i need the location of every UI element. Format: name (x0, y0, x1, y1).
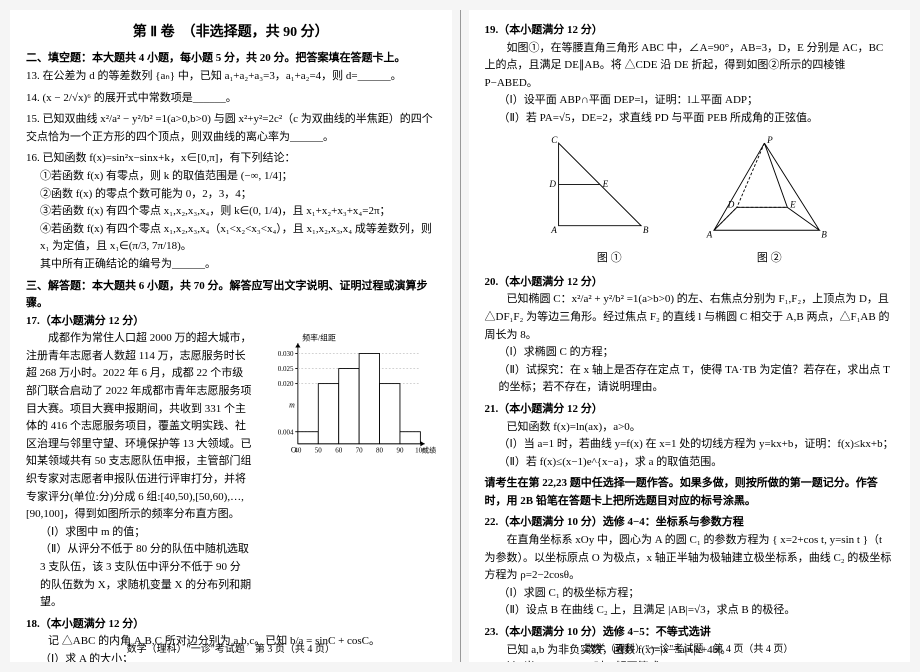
geometry-figures: A B C D E 图 ① A B D E P 图 ② (485, 134, 895, 268)
choice-note: 请考生在第 22,23 题中任选择一题作答。如果多做，则按所做的第一题记分。作答… (485, 475, 895, 510)
histogram-svg: 频率/组距0.0040.0200.0250.030405060708090100… (256, 330, 436, 470)
q22-p1: （Ⅰ）求圆 C₁ 的极坐标方程； (485, 585, 895, 603)
q15: 15. 已知双曲线 x²/a² − y²/b² =1(a>0,b>0) 与圆 x… (26, 111, 436, 146)
svg-text:60: 60 (335, 447, 343, 455)
figure-2-svg: A B D E P (699, 134, 839, 244)
svg-text:m: m (289, 401, 295, 410)
histogram-chart: 频率/组距0.0040.0200.0250.030405060708090100… (256, 330, 436, 470)
svg-text:80: 80 (376, 447, 384, 455)
q20-head: 20.（本小题满分 12 分） (485, 274, 895, 292)
q19-p2: （Ⅱ）若 PA=√5，DE=2，求直线 PD 与平面 PEB 所成角的正弦值。 (485, 110, 895, 128)
q14: 14. (x − 2/√x)⁶ 的展开式中常数项是______。 (26, 90, 436, 108)
q17-p2: （Ⅱ）从评分不低于 80 分的队伍中随机选取 3 支队伍，该 3 支队伍中评分不… (26, 541, 252, 611)
fill-title: 二、填空题：本大题共 4 小题，每小题 5 分，共 20 分。把答案填在答题卡上… (26, 50, 436, 68)
q21-p1: （Ⅰ）当 a=1 时，若曲线 y=f(x) 在 x=1 处的切线方程为 y=kx… (485, 436, 895, 454)
q20: 20.（本小题满分 12 分） 已知椭圆 C：x²/a² + y²/b² =1(… (485, 274, 895, 397)
q16: 16. 已知函数 f(x)=sin²x−sinx+k，x∈[0,π]，有下列结论… (26, 150, 436, 273)
q21-head: 21.（本小题满分 12 分） (485, 401, 895, 419)
q16-c1: ①若函数 f(x) 有零点，则 k 的取值范围是 (−∞, 1/4]； (26, 168, 436, 186)
svg-text:D: D (549, 179, 557, 189)
q23-head: 23.（本小题满分 10 分）选修 4−5：不等式选讲 (485, 624, 895, 642)
q16-tail: 其中所有正确结论的编号为______。 (26, 256, 436, 274)
q17: 17.（本小题满分 12 分） 成都作为常住人口超 2000 万的超大城市，注册… (26, 313, 436, 612)
q17-body: 成都作为常住人口超 2000 万的超大城市，注册青年志愿者人数超 114 万，志… (26, 330, 252, 524)
q16-stem: 16. 已知函数 f(x)=sin²x−sinx+k，x∈[0,π]，有下列结论… (26, 150, 436, 168)
q13: 13. 在公差为 d 的等差数列 {aₙ} 中，已知 a₁+a₂+a₃=3，a₁… (26, 68, 436, 86)
svg-text:A: A (706, 229, 713, 239)
q21-p2: （Ⅱ）若 f(x)≤(x−1)e^{x−a}，求 a 的取值范围。 (485, 454, 895, 472)
q18-head: 18.（本小题满分 12 分） (26, 616, 436, 634)
q19-head: 19.（本小题满分 12 分） (485, 22, 895, 40)
fig1-label: 图 ① (539, 250, 679, 268)
fig2-label: 图 ② (699, 250, 839, 268)
q21: 21.（本小题满分 12 分） 已知函数 f(x)=ln(ax)，a>0。 （Ⅰ… (485, 401, 895, 471)
svg-text:0.025: 0.025 (277, 365, 293, 373)
svg-text:90: 90 (396, 447, 404, 455)
svg-text:B: B (822, 229, 828, 239)
q20-p1: （Ⅰ）求椭圆 C 的方程； (485, 344, 895, 362)
svg-text:0.030: 0.030 (277, 350, 293, 358)
svg-text:70: 70 (355, 447, 363, 455)
q17-head: 17.（本小题满分 12 分） (26, 313, 436, 331)
q21-stem: 已知函数 f(x)=ln(ax)，a>0。 (485, 419, 895, 437)
q22-head: 22.（本小题满分 10 分）选修 4−4：坐标系与参数方程 (485, 514, 895, 532)
q16-c2: ②函数 f(x) 的零点个数可能为 0，2，3，4； (26, 186, 436, 204)
left-column: 第 Ⅱ 卷 （非选择题，共 90 分） 二、填空题：本大题共 4 小题，每小题 … (10, 10, 452, 662)
solve-title: 三、解答题：本大题共 6 小题，共 70 分。解答应写出文字说明、证明过程或演算… (26, 278, 436, 313)
svg-text:O: O (290, 446, 296, 455)
left-footer: 数学（理科）"一诊"考试题 第 3 页（共 4 页） (10, 642, 452, 658)
q23-p1: （Ⅰ）当 a=1，b=1/2 时，解不等式 f(x)≥7； (485, 659, 895, 662)
svg-text:频率/组距: 频率/组距 (302, 333, 336, 343)
svg-text:0.020: 0.020 (277, 381, 293, 389)
q16-c3: ③若函数 f(x) 有四个零点 x₁,x₂,x₃,x₄，则 k∈(0, 1/4)… (26, 203, 436, 221)
figure-1-svg: A B C D E (539, 134, 679, 244)
right-footer: 数学（理科）"一诊"考试题 第 4 页（共 4 页） (469, 642, 911, 658)
svg-text:0.004: 0.004 (277, 429, 293, 437)
q17-p1: （Ⅰ）求图中 m 的值； (26, 524, 252, 542)
q22: 22.（本小题满分 10 分）选修 4−4：坐标系与参数方程 在直角坐标系 xO… (485, 514, 895, 620)
q22-p2: （Ⅱ）设点 B 在曲线 C₂ 上，且满足 |AB|=√3，求点 B 的极径。 (485, 602, 895, 620)
svg-text:50: 50 (314, 447, 322, 455)
svg-text:C: C (552, 135, 559, 145)
column-divider (460, 10, 461, 662)
page-container: 第 Ⅱ 卷 （非选择题，共 90 分） 二、填空题：本大题共 4 小题，每小题 … (10, 10, 910, 662)
svg-text:A: A (551, 225, 558, 235)
q16-c4: ④若函数 f(x) 有四个零点 x₁,x₂,x₃,x₄（x₁<x₂<x₃<x₄）… (26, 221, 436, 256)
q19-p1: （Ⅰ）设平面 ABP∩平面 DEP=l，证明：l⊥平面 ADP； (485, 92, 895, 110)
section-2-header: 第 Ⅱ 卷 （非选择题，共 90 分） (26, 22, 436, 44)
q22-body: 在直角坐标系 xOy 中，圆心为 A 的圆 C₁ 的参数方程为 { x=2+co… (485, 532, 895, 585)
svg-text:E: E (789, 199, 796, 209)
svg-text:成绩（分）: 成绩（分） (422, 446, 436, 455)
q20-p2: （Ⅱ）试探究：在 x 轴上是否存在定点 T，使得 TA·TB 为定值？若存在，求… (485, 362, 895, 397)
svg-text:E: E (602, 179, 609, 189)
svg-text:B: B (643, 225, 649, 235)
q19: 19.（本小题满分 12 分） 如图①，在等腰直角三角形 ABC 中，∠A=90… (485, 22, 895, 268)
q19-body: 如图①，在等腰直角三角形 ABC 中，∠A=90°，AB=3，D，E 分别是 A… (485, 40, 895, 93)
q20-body: 已知椭圆 C：x²/a² + y²/b² =1(a>b>0) 的左、右焦点分别为… (485, 291, 895, 344)
svg-text:P: P (766, 135, 773, 145)
svg-text:D: D (727, 199, 735, 209)
right-column: 19.（本小题满分 12 分） 如图①，在等腰直角三角形 ABC 中，∠A=90… (469, 10, 911, 662)
